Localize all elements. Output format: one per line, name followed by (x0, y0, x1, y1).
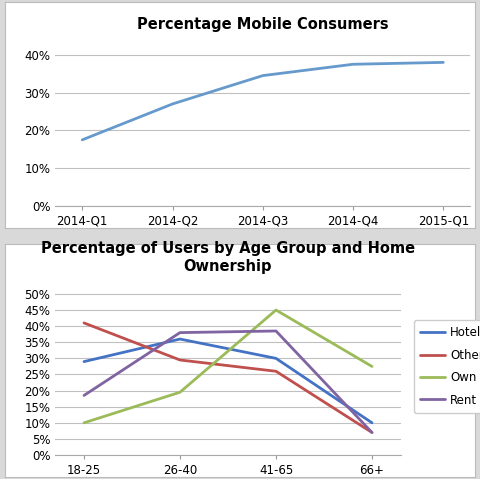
Line: Own: Own (84, 310, 372, 423)
Own (273, 307, 279, 313)
Line: Rent: Rent (84, 331, 372, 433)
HotelMotel (81, 359, 87, 365)
Title: Percentage Mobile Consumers: Percentage Mobile Consumers (137, 17, 389, 32)
Rent (81, 393, 87, 399)
Rent (369, 430, 375, 435)
Other (369, 430, 375, 435)
Line: Other: Other (84, 323, 372, 433)
Title: Percentage of Users by Age Group and Home
Ownership: Percentage of Users by Age Group and Hom… (41, 241, 415, 274)
HotelMotel (273, 355, 279, 361)
HotelMotel (177, 336, 183, 342)
Legend: HotelMotel, Other, Own, Rent: HotelMotel, Other, Own, Rent (414, 320, 480, 412)
Other (177, 357, 183, 363)
Line: HotelMotel: HotelMotel (84, 339, 372, 423)
Own (81, 420, 87, 426)
Other (81, 320, 87, 326)
Other (273, 368, 279, 374)
Rent (273, 328, 279, 334)
Rent (177, 330, 183, 335)
Own (369, 364, 375, 369)
Own (177, 389, 183, 395)
HotelMotel (369, 420, 375, 426)
